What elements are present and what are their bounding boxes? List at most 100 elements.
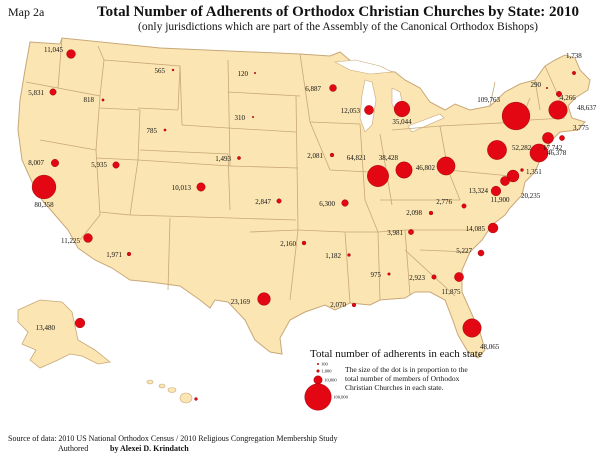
legend-dot-3 bbox=[313, 375, 323, 385]
value-label-id: 818 bbox=[84, 96, 95, 104]
dot-nm bbox=[126, 251, 132, 257]
value-label-ut: 5,935 bbox=[91, 161, 107, 169]
legend-dot-1 bbox=[317, 363, 320, 366]
value-label-co: 10,013 bbox=[172, 184, 192, 192]
dot-ky bbox=[428, 210, 434, 216]
legend-value-1: 100 bbox=[321, 362, 329, 367]
dot-ks bbox=[276, 198, 282, 204]
value-label-vt: 290 bbox=[531, 81, 542, 89]
hawaii bbox=[146, 379, 193, 404]
author-name: by Alexei D. Krindatch bbox=[110, 444, 189, 453]
dot-il bbox=[367, 165, 389, 187]
value-label-il: 64,821 bbox=[347, 154, 367, 162]
value-label-mt: 565 bbox=[155, 67, 166, 75]
dot-mi bbox=[393, 100, 411, 118]
value-label-nc: 14,085 bbox=[466, 225, 486, 233]
dot-ar bbox=[347, 253, 351, 257]
value-label-sd: 310 bbox=[235, 114, 246, 122]
value-label-me: 1,738 bbox=[566, 52, 582, 60]
dot-ak bbox=[74, 317, 86, 329]
dot-pa bbox=[487, 140, 507, 160]
dot-nh bbox=[556, 91, 562, 97]
legend-note-line-1: The size of the dot is in proportion to … bbox=[345, 365, 468, 374]
dot-nd bbox=[253, 71, 256, 74]
dot-nv bbox=[51, 159, 59, 167]
dot-tx bbox=[257, 292, 271, 306]
dot-ri bbox=[559, 135, 565, 141]
dot-fl bbox=[462, 318, 482, 338]
value-label-pa: 52,282 bbox=[512, 144, 532, 152]
dot-ct bbox=[542, 132, 554, 144]
value-label-oh: 46,802 bbox=[416, 164, 436, 172]
dot-nc bbox=[487, 222, 499, 234]
dot-ca bbox=[31, 174, 57, 200]
value-label-ar: 1,182 bbox=[325, 252, 341, 260]
value-label-al: 2,923 bbox=[409, 274, 425, 282]
value-label-nd: 120 bbox=[238, 70, 249, 78]
value-label-ks: 2,847 bbox=[255, 198, 271, 206]
value-label-dc: 11,900 bbox=[491, 196, 510, 204]
value-label-ne: 1,493 bbox=[215, 155, 231, 163]
value-label-va: 13,324 bbox=[469, 187, 489, 195]
value-label-mo: 6,300 bbox=[319, 200, 335, 208]
value-label-ky: 2,098 bbox=[406, 209, 422, 217]
legend-value-4: 100,000 bbox=[333, 395, 348, 401]
dot-wi bbox=[364, 105, 374, 115]
legend: Total number of adherents in each state … bbox=[304, 348, 483, 411]
dot-tn bbox=[408, 229, 414, 235]
value-label-ny: 109,763 bbox=[477, 96, 500, 104]
dot-id bbox=[101, 98, 105, 102]
legend-note-line-2: total number of members of Orthodox bbox=[345, 374, 460, 383]
dot-md bbox=[506, 169, 520, 183]
dot-mt bbox=[171, 68, 175, 72]
dot-ga bbox=[454, 272, 464, 282]
value-label-ct: 17,742 bbox=[543, 144, 563, 152]
dot-co bbox=[196, 182, 206, 192]
dot-nj bbox=[529, 143, 549, 163]
dot-de bbox=[520, 168, 524, 172]
value-label-tx: 23,169 bbox=[231, 298, 251, 306]
value-label-ga: 11,875 bbox=[442, 288, 461, 296]
value-label-nv: 8,007 bbox=[28, 159, 44, 167]
value-label-tn: 3,981 bbox=[387, 229, 403, 237]
value-label-fl: 48,065 bbox=[480, 343, 500, 351]
dot-dc bbox=[500, 176, 510, 186]
contiguous-us bbox=[17, 37, 591, 359]
value-label-ca: 80,358 bbox=[34, 201, 54, 209]
legend-dots: 100 1,000 10,000 100,000 bbox=[304, 362, 349, 411]
map-subtitle: (only jurisdictions which are part of th… bbox=[138, 21, 538, 33]
legend-dot-2 bbox=[316, 369, 320, 373]
dot-me bbox=[572, 71, 576, 75]
value-label-wi: 12,053 bbox=[341, 107, 361, 115]
dot-ny bbox=[501, 101, 531, 131]
legend-note-line-3: Christian Churches in each state. bbox=[345, 383, 444, 392]
dot-ma bbox=[548, 100, 568, 120]
value-label-sc: 5,227 bbox=[456, 247, 472, 255]
lake-superior bbox=[333, 59, 394, 75]
value-label-de: 1,351 bbox=[526, 168, 542, 176]
dot-al bbox=[431, 274, 437, 280]
value-label-wy: 785 bbox=[147, 127, 158, 135]
dot-la bbox=[351, 302, 357, 308]
value-label-wa: 11,045 bbox=[44, 46, 63, 54]
value-label-la: 2,070 bbox=[330, 301, 346, 309]
dot-az bbox=[83, 233, 93, 243]
dot-in bbox=[395, 161, 413, 179]
alaska bbox=[17, 299, 111, 369]
dot-ia bbox=[329, 152, 335, 158]
value-label-ri: 3,775 bbox=[573, 124, 589, 132]
value-label-nj: 46,378 bbox=[547, 149, 567, 157]
legend-title: Total number of adherents in each state bbox=[310, 348, 483, 360]
dot-vt bbox=[546, 86, 549, 89]
dot-wv bbox=[461, 203, 467, 209]
dot-va bbox=[490, 185, 502, 197]
value-labels: 11,045 5,831 80,358 8,007 818 5,935 11,225 565 7… bbox=[28, 46, 597, 351]
map-title: Total Number of Adherents of Orthodox Ch… bbox=[97, 4, 579, 20]
dot-or bbox=[49, 88, 57, 96]
us-landmass bbox=[17, 37, 591, 404]
value-label-ma: 48,637 bbox=[577, 104, 597, 112]
value-label-mn: 6,887 bbox=[305, 85, 321, 93]
value-label-in: 38,428 bbox=[379, 154, 399, 162]
value-label-mi: 35,044 bbox=[392, 118, 412, 126]
